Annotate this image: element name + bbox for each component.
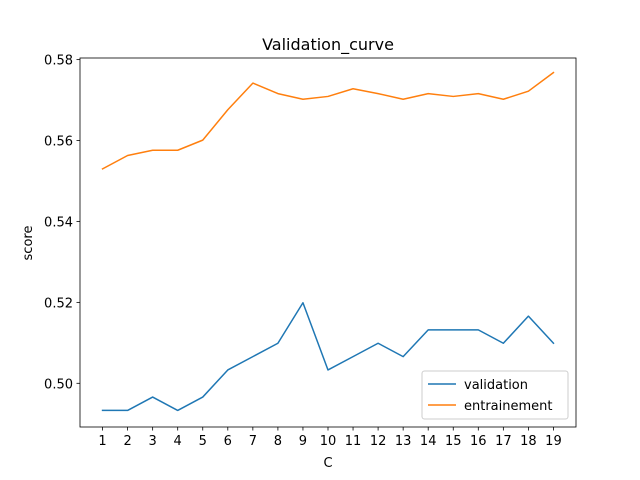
legend-label-validation: validation xyxy=(464,378,528,393)
y-tick-label: 0.52 xyxy=(44,296,73,311)
x-tick-label: 19 xyxy=(545,434,562,449)
y-axis-label: score xyxy=(21,226,36,261)
legend-box xyxy=(421,370,569,420)
plot-area: 1 2 3 4 5 6 7 8 9 10 11 12 13 14 15 16 17 18 190.500.520.5… xyxy=(44,54,577,449)
x-tick-label: 4 xyxy=(174,434,182,449)
x-tick-label: 1 xyxy=(98,434,106,449)
legend-label-entrainement: entrainement xyxy=(464,399,553,414)
x-tick-label: 3 xyxy=(149,434,157,449)
x-tick-label: 6 xyxy=(224,434,232,449)
x-tick-label: 10 xyxy=(320,434,337,449)
x-tick-label: 12 xyxy=(370,434,387,449)
x-tick-label: 2 xyxy=(123,434,131,449)
x-tick-label: 16 xyxy=(470,434,487,449)
x-tick-label: 13 xyxy=(395,434,412,449)
x-tick-label: 18 xyxy=(520,434,537,449)
y-tick-label: 0.50 xyxy=(44,377,73,392)
x-tick-label: 9 xyxy=(299,434,307,449)
chart-title: Validation_curve xyxy=(262,35,394,55)
y-tick-label: 0.58 xyxy=(44,54,73,69)
legend: validation entrainement xyxy=(421,370,569,420)
x-tick-label: 17 xyxy=(495,434,512,449)
y-tick-label: 0.56 xyxy=(44,135,73,150)
x-tick-label: 5 xyxy=(199,434,207,449)
x-tick-label: 14 xyxy=(420,434,437,449)
y-tick-label: 0.54 xyxy=(44,215,73,230)
x-axis-label: C xyxy=(323,456,332,471)
x-tick-label: 8 xyxy=(274,434,282,449)
x-tick-label: 11 xyxy=(345,434,362,449)
x-tick-label: 15 xyxy=(445,434,462,449)
x-tick-label: 7 xyxy=(249,434,257,449)
